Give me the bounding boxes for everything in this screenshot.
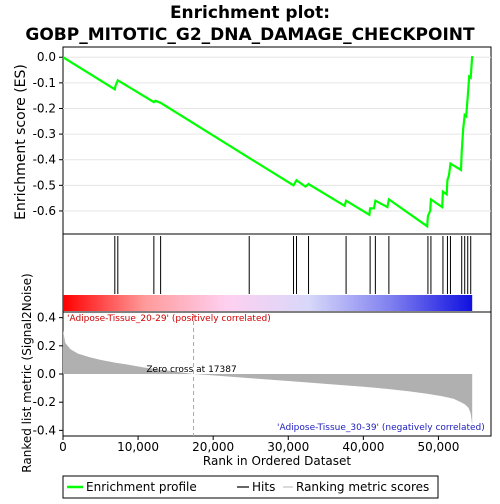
metric-xtick-label: 30,000	[267, 440, 309, 454]
es-ytick-label: -0.3	[33, 127, 56, 141]
legend-metric-label: Ranking metric scores	[296, 480, 429, 494]
es-ytick-label: -0.6	[33, 204, 56, 218]
positive-class-label: 'Adipose-Tissue_20-29' (positively corre…	[67, 314, 271, 324]
rank-gradient-bar	[63, 295, 473, 311]
metric-ytick-label: 0.0	[37, 367, 56, 381]
metric-xlabel: Rank in Ordered Dataset	[203, 454, 351, 468]
es-panel: 0.0 -0.1 -0.2 -0.3 -0.4 -0.5 -0.6 Enrichment s…	[13, 46, 492, 235]
metric-xtick-label: 10,000	[117, 440, 159, 454]
es-ytick-label: -0.4	[33, 153, 56, 167]
enrichment-profile-line	[62, 55, 474, 229]
metric-ytick-label: 0.4	[37, 311, 56, 325]
metric-ytick-label: -0.4	[33, 423, 56, 437]
hits-panel	[62, 233, 492, 313]
metric-ytick-label: -0.2	[33, 395, 56, 409]
metric-ytick-label: 0.2	[37, 339, 56, 353]
metric-xtick-label: 20,000	[192, 440, 234, 454]
metric-panel: Zero cross at 17387 'Adipose-Tissue_20-2…	[20, 273, 492, 473]
es-ytick-label: -0.2	[33, 101, 56, 115]
es-panel-frame	[62, 46, 492, 235]
metric-ylabel: Ranked list metric (Signal2Noise)	[20, 273, 34, 472]
es-ylabel: Enrichment score (ES)	[13, 64, 29, 220]
metric-xtick-label: 50,000	[417, 440, 459, 454]
chart-title-line2: GOBP_MITOTIC_G2_DNA_DAMAGE_CHECKPOINT	[25, 25, 475, 45]
es-ytick-label: -0.5	[33, 178, 56, 192]
chart-title-line1: Enrichment plot:	[170, 3, 330, 23]
metric-xtick-label: 0	[59, 440, 67, 454]
metric-xtick-label: 40,000	[342, 440, 384, 454]
legend-enrichment-label: Enrichment profile	[86, 480, 197, 494]
ranking-metric-area	[63, 330, 473, 425]
es-ytick-label: -0.1	[33, 76, 56, 90]
legend-hits-label: Hits	[252, 480, 275, 494]
es-ytick-label: 0.0	[37, 50, 56, 64]
zero-cross-label: Zero cross at 17387	[146, 365, 236, 375]
negative-class-label: 'Adipose-Tissue_30-39' (negatively corre…	[277, 423, 485, 433]
legend: Enrichment profile Hits Ranking metric s…	[62, 475, 439, 499]
legend-frame	[62, 475, 439, 499]
